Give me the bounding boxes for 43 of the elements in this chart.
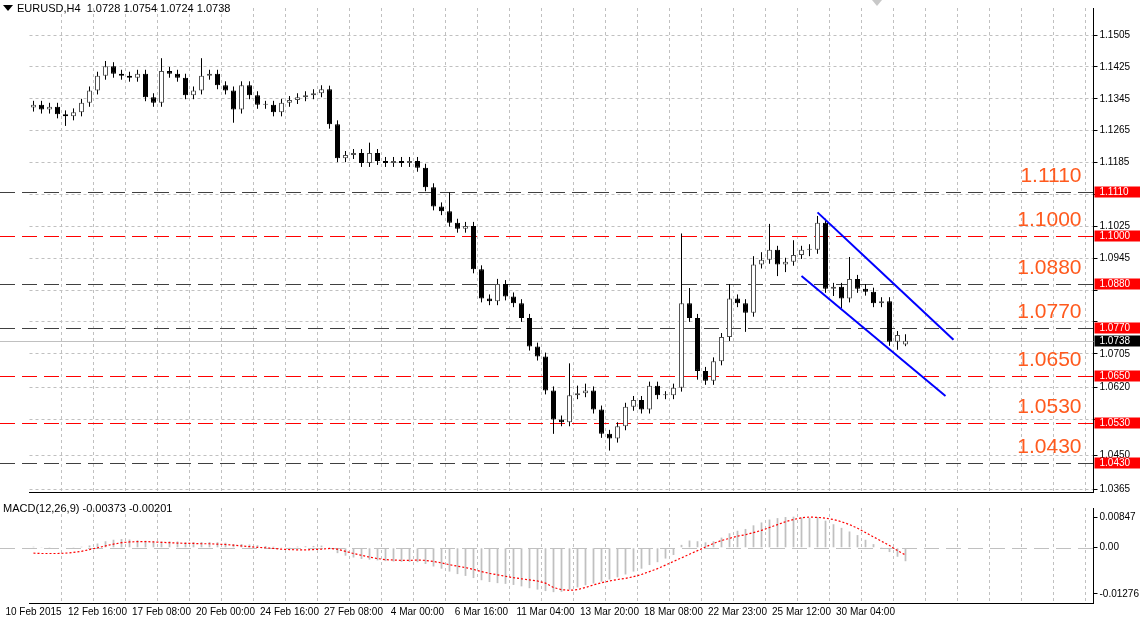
x-tick-label: 27 Feb 08:00 <box>324 605 384 617</box>
y-tick-label: 1.1185 <box>1099 156 1130 168</box>
ref-line-label: 1.1000 <box>1099 229 1131 241</box>
ref-line-label: 1.0880 <box>1099 277 1131 289</box>
text: 1.1110 <box>1020 163 1082 187</box>
y-tick-label: 1.1345 <box>1099 92 1131 104</box>
y-tick-label: 1.0620 <box>1099 381 1131 393</box>
ref-line-label: 1.1110 <box>1099 185 1130 197</box>
x-tick-label: 6 Mar 16:00 <box>454 605 509 617</box>
text: 1.0880 <box>1017 255 1082 279</box>
text: 1.0430 <box>1017 434 1082 458</box>
y-tick-label: 1.0705 <box>1099 347 1131 359</box>
ref-line-label: 1.0770 <box>1099 321 1131 333</box>
y-tick-label: 0.00 <box>1099 541 1120 553</box>
x-tick-label: 17 Feb 08:00 <box>132 605 192 617</box>
x-tick-label: 24 Feb 16:00 <box>260 605 320 617</box>
x-tick-label: 4 Mar 00:00 <box>390 605 445 617</box>
x-tick-label: 18 Mar 08:00 <box>644 605 704 617</box>
ref-line-label: 1.0530 <box>1099 416 1131 428</box>
text: 1.0650 <box>1017 347 1082 371</box>
text: 1.0770 <box>1017 299 1082 323</box>
text: 1.1000 <box>1017 207 1082 231</box>
x-tick-label: 25 Mar 12:00 <box>772 605 832 617</box>
ref-line-label: 1.0738 <box>1099 334 1131 346</box>
y-tick-label: 0.00847 <box>1099 510 1137 522</box>
y-tick-label: 1.1505 <box>1099 28 1131 40</box>
x-tick-label: 12 Feb 16:00 <box>68 605 128 617</box>
x-tick-label: 22 Mar 23:00 <box>708 605 768 617</box>
x-tick-label: 13 Mar 20:00 <box>580 605 640 617</box>
y-tick-label: 1.0945 <box>1099 251 1131 263</box>
chart-title: MACD(12,26,9) -0.00373 -0.00201 <box>3 502 173 514</box>
y-tick-label: 1.1265 <box>1099 124 1131 136</box>
x-tick-label: 10 Feb 2015 <box>5 605 63 617</box>
x-tick-label: 11 Mar 04:00 <box>516 605 576 617</box>
x-tick-label: 20 Feb 00:00 <box>196 605 256 617</box>
y-tick-label: -0.01276 <box>1099 587 1140 599</box>
y-tick-label: 1.1425 <box>1099 60 1131 72</box>
text: 1.0530 <box>1017 394 1082 418</box>
y-tick-label: 1.0365 <box>1099 482 1131 494</box>
x-tick-label: 30 Mar 04:00 <box>836 605 896 617</box>
ref-line-label: 1.0650 <box>1099 369 1131 381</box>
chart-title: EURUSD,H4 1.0728 1.0754 1.0724 1.0738 <box>17 2 231 14</box>
y-tick-label: 1.1025 <box>1099 220 1131 232</box>
